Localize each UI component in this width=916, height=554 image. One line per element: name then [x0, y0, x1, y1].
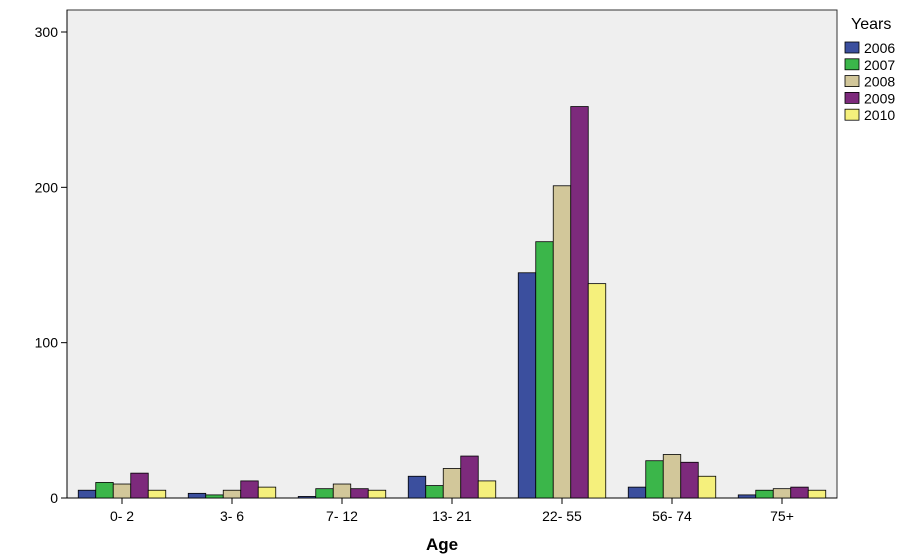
bar-2010-22-55: [587, 283, 607, 499]
x-tick-label: 7- 12: [326, 508, 358, 524]
bar-2010-7-12: [367, 489, 387, 499]
x-tick-label: 75+: [770, 508, 794, 524]
bar-2010-75+: [807, 489, 827, 499]
legend-label-2006: 2006: [864, 40, 895, 56]
y-tick-label: 100: [35, 335, 59, 351]
legend-swatch-2010: [844, 108, 860, 121]
bar-series-group: [77, 106, 827, 499]
legend-label-2007: 2007: [864, 57, 895, 73]
bar-2006-3-6: [187, 492, 207, 499]
legend-swatch-2007: [844, 58, 860, 71]
bar-2009-7-12: [350, 488, 369, 499]
bar-2006-56-74: [627, 486, 647, 499]
legend-swatch-2006: [844, 41, 860, 54]
legend-swatch-2008: [844, 75, 860, 87]
x-tick-label: 13- 21: [432, 508, 472, 524]
bar-2006-75+: [737, 494, 757, 499]
bar-2006-13-21: [407, 475, 427, 499]
bar-2006-22-55: [517, 272, 537, 499]
bar-2008-56-74: [662, 454, 682, 499]
plot-area: [66, 9, 838, 499]
bar-2009-75+: [790, 486, 809, 499]
legend-label-2009: 2009: [864, 90, 895, 106]
bar-2008-3-6: [222, 489, 242, 499]
x-axis-ticks: 0- 2 3- 6 7- 12 13- 21 22- 55 56- 74 75+: [110, 498, 794, 524]
bar-2010-3-6: [257, 486, 277, 499]
bar-2010-0-2: [147, 489, 167, 499]
bar-2008-22-55: [552, 185, 572, 499]
bar-2007-7-12: [315, 488, 334, 499]
bar-2007-0-2: [95, 482, 114, 499]
bar-2010-56-74: [697, 475, 717, 499]
bar-2007-56-74: [645, 460, 664, 499]
bar-2009-13-21: [460, 455, 479, 499]
bar-2008-7-12: [332, 483, 352, 499]
legend-label-2010: 2010: [864, 107, 895, 123]
bar-2006-7-12: [297, 496, 317, 499]
bar-2010-13-21: [477, 480, 497, 499]
bar-2009-0-2: [130, 472, 149, 499]
x-tick-label: 22- 55: [542, 508, 582, 524]
bar-2009-22-55: [570, 106, 589, 499]
legend-label-2008: 2008: [864, 74, 895, 90]
bar-2008-75+: [772, 488, 792, 499]
bar-2009-56-74: [680, 461, 699, 499]
y-tick-label: 300: [35, 24, 59, 40]
x-tick-label: 0- 2: [110, 508, 134, 524]
y-tick-label: 200: [35, 179, 59, 195]
bar-2009-3-6: [240, 480, 259, 499]
bar-2007-75+: [755, 489, 774, 499]
x-axis-title: Age: [426, 535, 458, 554]
bar-2007-13-21: [425, 485, 444, 499]
y-tick-label: 0: [50, 490, 58, 506]
x-tick-label: 3- 6: [220, 508, 244, 524]
bar-2008-13-21: [442, 468, 462, 499]
bar-2007-3-6: [205, 494, 224, 499]
legend-swatch-2009: [844, 92, 860, 104]
bar-2007-22-55: [535, 241, 554, 499]
y-axis-ticks: 0 100 200 300: [35, 24, 67, 506]
bar-2008-0-2: [112, 483, 132, 499]
x-tick-label: 56- 74: [652, 508, 692, 524]
legend-title: Years: [851, 16, 891, 33]
bar-2006-0-2: [77, 489, 97, 499]
